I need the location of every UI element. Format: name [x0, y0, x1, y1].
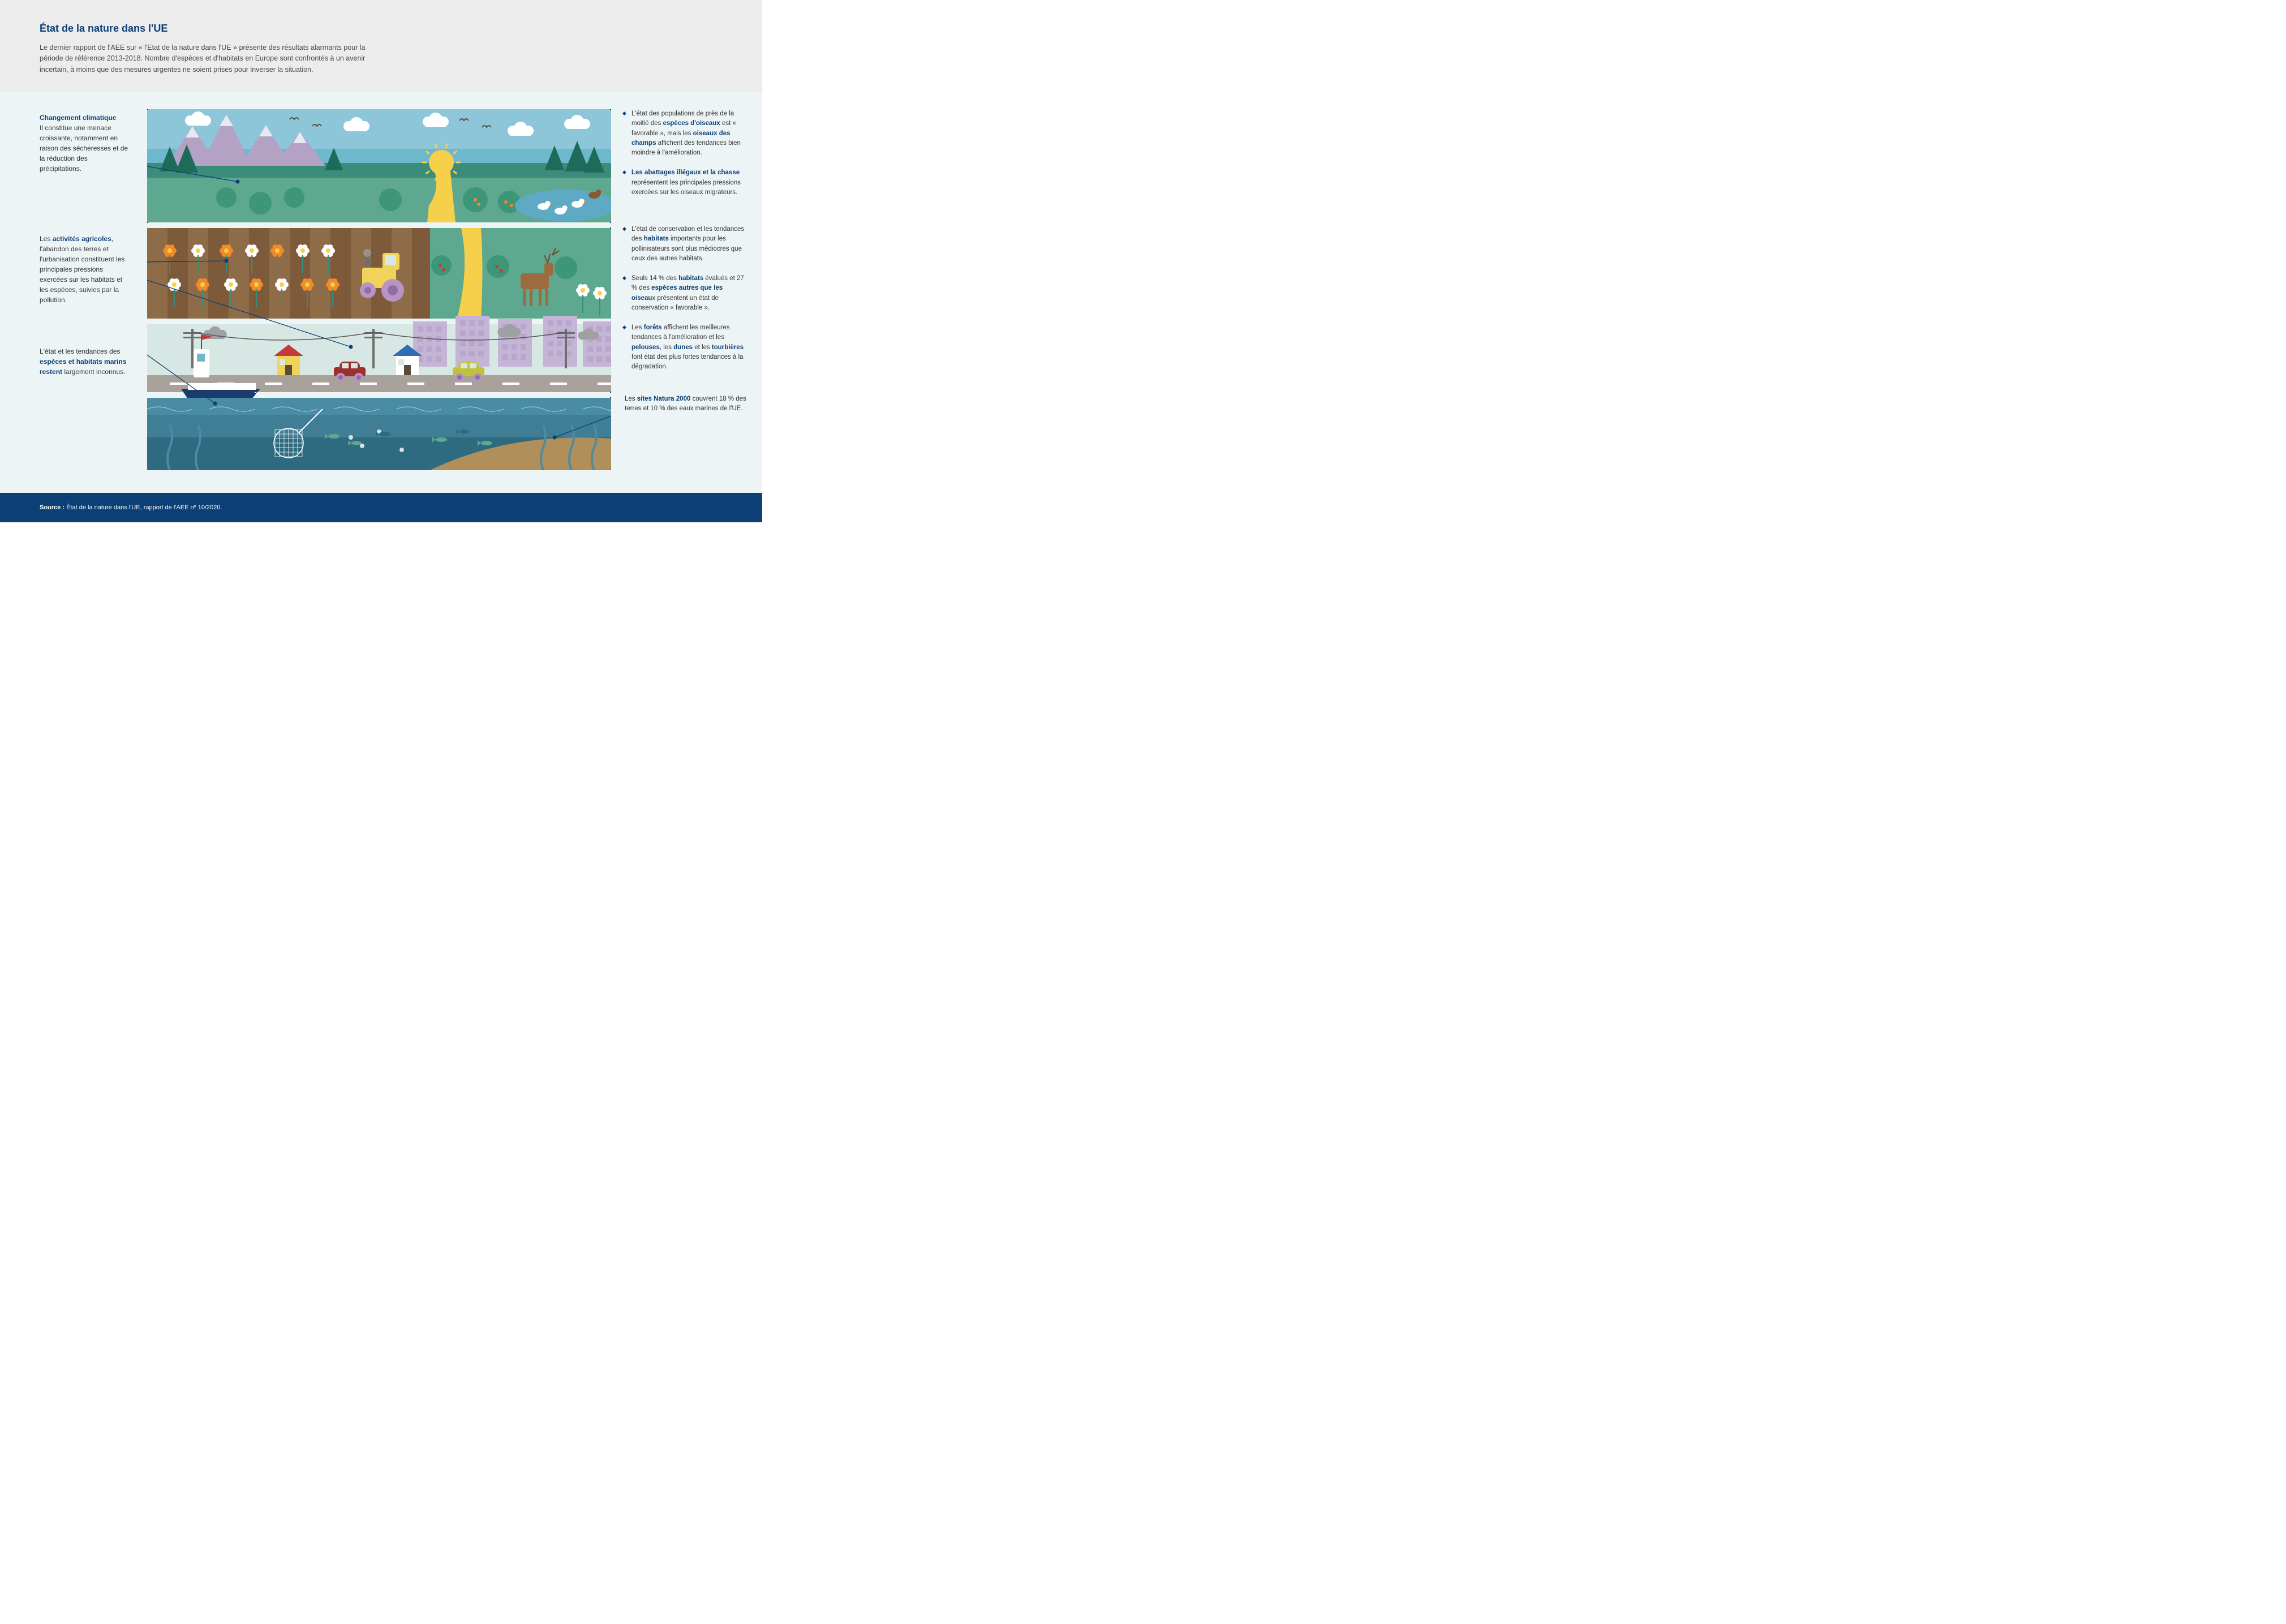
- intro-paragraph: Le dernier rapport de l'AEE sur « l'Etat…: [40, 42, 368, 75]
- note-pollinators: L'état de conservation et les tendances …: [622, 225, 747, 264]
- note-climate-body: Il constitue une menace croissante, nota…: [40, 124, 128, 173]
- page-title: État de la nature dans l'UE: [40, 23, 723, 35]
- infographic-scene: [147, 109, 611, 470]
- note-forests: Les forêts affichent les meilleures tend…: [622, 323, 747, 372]
- source-text: État de la nature dans l'UE, rapport de …: [66, 504, 222, 511]
- note-marine: L'état et les tendances des espèces et h…: [40, 346, 136, 377]
- footer-band: Source : État de la nature dans l'UE, ra…: [0, 493, 762, 522]
- source-label: Source :: [40, 504, 66, 511]
- note-hunting: Les abattages illégaux et la chasse repr…: [622, 168, 747, 197]
- right-annotations: L'état des populations de près de la moi…: [622, 109, 747, 414]
- note-natura: Les sites Natura 2000 couvrent 18 % des …: [622, 394, 747, 414]
- scene-container: [147, 109, 611, 470]
- infographic-band: Changement climatique Il constitue une m…: [0, 92, 762, 493]
- note-climate: Changement climatique Il constitue une m…: [40, 113, 136, 220]
- left-annotations: Changement climatique Il constitue une m…: [40, 109, 136, 390]
- header-band: État de la nature dans l'UE Le dernier r…: [0, 0, 762, 92]
- note-conservation: Seuls 14 % des habitats évalués et 27 % …: [622, 274, 747, 313]
- note-birds: L'état des populations de près de la moi…: [622, 109, 747, 158]
- note-climate-hl: Changement climatique: [40, 114, 116, 122]
- note-agri: Les activités agricoles, l'abandon des t…: [40, 234, 136, 333]
